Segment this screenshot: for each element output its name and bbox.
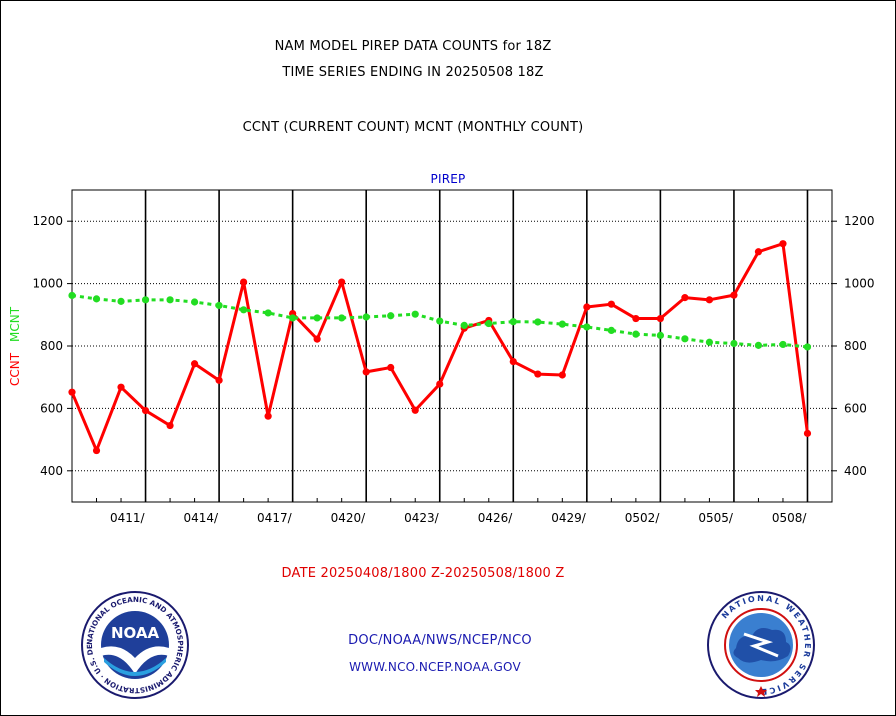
data-point-mcnt: [264, 309, 272, 317]
chart-series-description: CCNT (CURRENT COUNT) MCNT (MONTHLY COUNT…: [242, 120, 584, 135]
y-tick-label-right: 600: [844, 401, 867, 415]
data-point-mcnt: [779, 340, 787, 349]
data-point-mcnt: [289, 314, 297, 322]
data-point-ccnt: [705, 296, 714, 304]
data-point-mcnt: [656, 331, 664, 339]
data-point-ccnt: [558, 371, 566, 379]
data-point-mcnt: [803, 343, 812, 351]
data-point-ccnt: [681, 294, 689, 302]
y-tick-label-right: 400: [844, 464, 867, 478]
data-point-ccnt: [583, 303, 591, 311]
data-point-mcnt: [215, 301, 223, 310]
data-point-ccnt: [68, 388, 76, 396]
data-point-ccnt: [632, 314, 640, 323]
x-tick-label: 0426/: [478, 511, 514, 525]
y-tick-label-left: 1200: [32, 214, 63, 228]
data-point-ccnt: [730, 291, 738, 299]
y-tick-label-left: 400: [40, 464, 63, 478]
series: [68, 240, 812, 455]
data-point-ccnt: [313, 335, 321, 343]
data-point-mcnt: [166, 296, 174, 304]
x-tick-label: 0411/: [110, 511, 146, 525]
data-point-ccnt: [92, 446, 101, 455]
data-point-ccnt: [387, 363, 395, 372]
y-tick-label-right: 1000: [844, 277, 875, 291]
data-point-mcnt: [387, 312, 395, 320]
x-tick-label: 0429/: [551, 511, 587, 525]
data-point-mcnt: [117, 297, 125, 305]
data-point-mcnt: [92, 295, 101, 303]
y-tick-label-right: 1200: [844, 214, 875, 228]
x-tick-label: 0423/: [404, 511, 440, 525]
data-point-ccnt: [509, 358, 517, 366]
data-point-mcnt: [411, 310, 419, 318]
x-tick-label: 0414/: [184, 511, 220, 525]
data-point-mcnt: [681, 335, 689, 343]
y-axis-label-ccnt: CCNT: [8, 352, 22, 386]
x-tick-label: 0502/: [625, 511, 661, 525]
y-axis-label-mcnt: MCNT: [8, 306, 22, 342]
credit-website[interactable]: WWW.NCO.NCEP.NOAA.GOV: [349, 660, 521, 674]
noaa-logo: NATIONAL OCEANIC AND ATMOSPHERIC ADMINIS…: [80, 590, 189, 699]
x-tick-label: 0420/: [331, 511, 367, 525]
x-tick-label: 0508/: [772, 511, 808, 525]
grid: [72, 190, 832, 502]
data-point-ccnt: [534, 370, 542, 378]
x-tick-label: 0505/: [698, 511, 734, 525]
x-tick-label: 0417/: [257, 511, 293, 525]
y-tick-label-right: 800: [844, 339, 867, 353]
data-point-mcnt: [754, 341, 763, 349]
data-point-mcnt: [558, 320, 566, 328]
data-point-mcnt: [509, 318, 517, 326]
data-point-ccnt: [264, 412, 272, 420]
data-point-ccnt: [240, 278, 248, 286]
svg-text:NOAA: NOAA: [111, 624, 160, 642]
data-point-ccnt: [215, 376, 223, 384]
data-point-mcnt: [141, 296, 150, 304]
data-point-mcnt: [534, 318, 542, 326]
data-point-ccnt: [338, 278, 346, 286]
nws-logo: NATIONAL WEATHER SERVICE: [707, 591, 815, 699]
data-point-ccnt: [166, 421, 174, 430]
data-point-ccnt: [141, 406, 150, 415]
data-point-ccnt: [656, 314, 664, 323]
data-point-ccnt: [362, 368, 370, 376]
data-point-ccnt: [190, 360, 199, 368]
data-point-ccnt: [803, 429, 812, 437]
chart-subtitle: TIME SERIES ENDING IN 20250508 18Z: [282, 65, 544, 80]
plot-frame: [71, 189, 833, 503]
data-point-mcnt: [485, 319, 493, 328]
data-point-ccnt: [411, 406, 419, 414]
chart-title: NAM MODEL PIREP DATA COUNTS for 18Z: [274, 39, 552, 54]
axis-labels: CCNT MCNT: [8, 306, 22, 386]
data-point-mcnt: [632, 330, 640, 338]
data-point-ccnt: [779, 240, 787, 248]
data-point-mcnt: [583, 323, 591, 331]
y-tick-label-left: 600: [40, 401, 63, 415]
data-point-ccnt: [117, 383, 125, 391]
y-tick-label-left: 800: [40, 339, 63, 353]
y-tick-label-left: 1000: [32, 277, 63, 291]
data-point-mcnt: [240, 306, 248, 314]
data-point-mcnt: [607, 326, 615, 334]
date-range: DATE 20250408/1800 Z-20250508/1800 Z: [281, 566, 565, 581]
data-point-mcnt: [338, 314, 346, 322]
data-point-mcnt: [68, 291, 76, 300]
data-point-ccnt: [436, 380, 444, 388]
axes: 400 400 600 600 800 800 1000 1000 1200 1200 0411/0…: [32, 189, 875, 525]
data-point-mcnt: [362, 313, 370, 321]
data-point-mcnt: [313, 314, 321, 322]
credit-org: DOC/NOAA/NWS/NCEP/NCO: [348, 633, 532, 648]
data-point-mcnt: [460, 321, 468, 330]
data-point-ccnt: [607, 300, 615, 308]
data-point-mcnt: [705, 338, 714, 346]
data-point-mcnt: [730, 339, 738, 348]
data-point-mcnt: [436, 317, 444, 325]
data-point-ccnt: [754, 248, 763, 256]
panel-label: PIREP: [430, 172, 466, 186]
data-point-mcnt: [190, 298, 199, 306]
